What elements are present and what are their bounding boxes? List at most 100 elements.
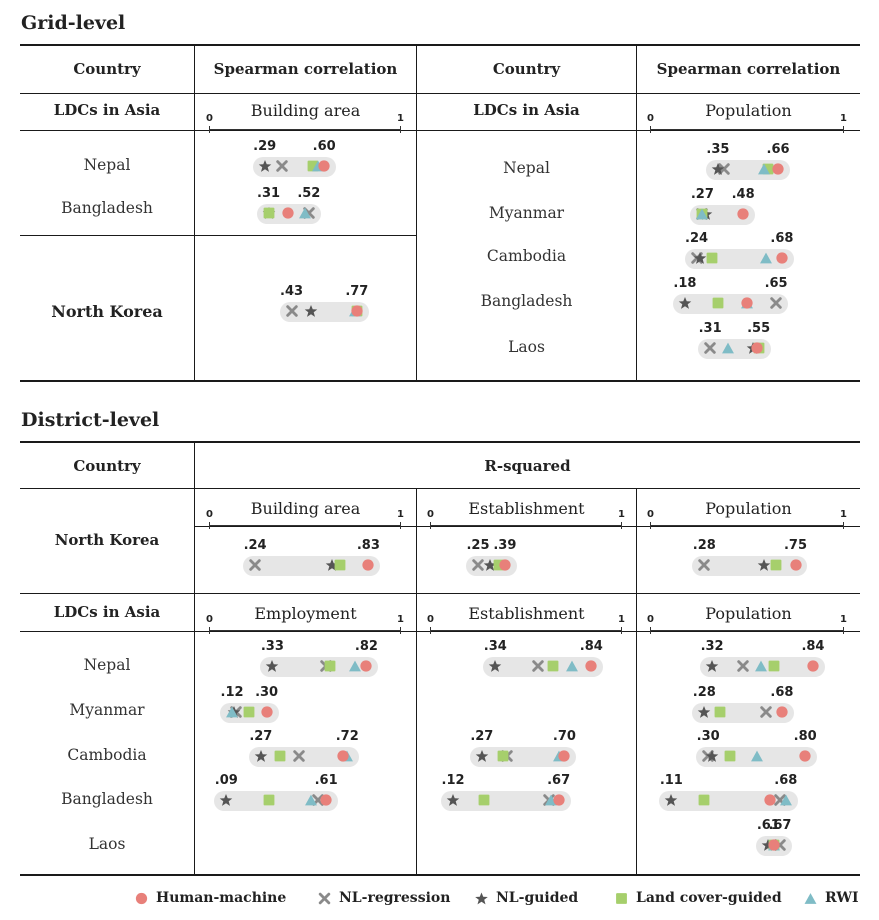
grid-north-korea-human-machine-marker xyxy=(350,303,363,322)
district-nk-col2-max-label: .39 xyxy=(493,538,517,553)
grid-country-header-left: Country xyxy=(73,60,141,78)
grid-left-nk-rule xyxy=(20,235,417,236)
district-cambodia-col1-human-machine-marker xyxy=(337,748,350,767)
district-nepal-col1-land-cover-marker xyxy=(323,658,336,677)
district-myanmar-col3-human-machine-marker xyxy=(775,704,788,723)
district-ldc-metric-2: Establishment xyxy=(468,604,585,623)
district-divider-2 xyxy=(416,489,417,875)
district-cambodia-col2-max-label: .70 xyxy=(552,729,576,744)
grid-ldc-label-right: LDCs in Asia xyxy=(473,101,580,119)
district-bangladesh-col2-nl-guided-marker xyxy=(446,792,460,811)
district-nk-metric-3: Population xyxy=(705,499,792,518)
grid-divider-2 xyxy=(416,45,417,381)
district-myanmar-col1-human-machine-marker xyxy=(260,704,273,723)
district-bangladesh-col3-min-label: .11 xyxy=(659,773,683,788)
grid-left-nepal-min-label: .29 xyxy=(253,139,277,154)
district-ldc-metric-1: Employment xyxy=(254,604,357,623)
district-myanmar-col1-rwi-marker xyxy=(226,704,239,723)
grid-left-bangladesh-max-label: .52 xyxy=(297,186,321,201)
district-ldc-scale-rule xyxy=(20,631,860,632)
district-bangladesh-col1-max-label: .61 xyxy=(314,773,338,788)
district-header-rule xyxy=(20,488,860,489)
district-ldc-metric-3: Population xyxy=(705,604,792,623)
grid-ldc-rule xyxy=(20,130,860,131)
district-bangladesh-col1-range-pill xyxy=(214,791,339,811)
grid-left-bangladesh-min-label: .31 xyxy=(257,186,281,201)
district-bangladesh-col2-max-label: .67 xyxy=(547,773,571,788)
district-cambodia-col3-nl-guided-marker xyxy=(705,748,719,767)
grid-left-nepal-max-label: .60 xyxy=(312,139,336,154)
district-bangladesh-col1-human-machine-marker xyxy=(320,792,333,811)
grid-right-cambodia-max-label: .68 xyxy=(770,231,794,246)
legend-label: NL-regression xyxy=(339,890,451,906)
grid-right-cambodia-nl-guided-marker xyxy=(694,250,707,269)
district-top-rule xyxy=(20,441,860,443)
district-cambodia-col3-max-label: .80 xyxy=(793,729,817,744)
grid-right-nepal-min-label: .35 xyxy=(706,142,730,157)
district-rsq-header: R-squared xyxy=(484,457,571,475)
grid-ldc-label-left: LDCs in Asia xyxy=(53,101,161,119)
district-north-korea-label: North Korea xyxy=(54,531,160,549)
grid-north-korea-label: North Korea xyxy=(51,302,163,321)
district-bangladesh-col1-min-label: .09 xyxy=(214,773,238,788)
district-bangladesh-col2-range-pill xyxy=(441,791,571,811)
district-ldc-label: LDCs in Asia xyxy=(53,603,161,621)
district-myanmar-col1-land-cover-marker xyxy=(243,704,256,723)
district-cambodia-col1-max-label: .72 xyxy=(335,729,359,744)
grid-right-metric: Population xyxy=(705,101,792,120)
legend-label: RWI xyxy=(825,890,859,906)
district-nepal-col3-rwi-marker xyxy=(754,658,767,677)
grid-north-korea-nl-guided-marker xyxy=(304,303,318,322)
grid-right-nepal-rwi-marker xyxy=(758,161,771,180)
legend-item-land-cover: Land cover-guided xyxy=(615,890,782,906)
district-bottom-rule xyxy=(20,874,860,876)
district-bangladesh-col1-nl-guided-marker xyxy=(219,792,233,811)
district-nk-col3-min-label: .28 xyxy=(692,538,716,553)
grid-north-korea-range-pill xyxy=(279,302,369,322)
district-bangladesh-col2-land-cover-marker xyxy=(477,792,490,811)
district-bangladesh-col3-max-label: .68 xyxy=(774,773,798,788)
district-laos-col3-max-label: .67 xyxy=(768,818,792,833)
district-nepal-col2-max-label: .84 xyxy=(579,639,603,654)
district-nk-col1-human-machine-marker xyxy=(362,557,375,576)
district-laos-col3-min-label: .61 xyxy=(756,818,780,833)
district-nk-col1-min-label: .24 xyxy=(243,538,267,553)
district-nepal-col3-nl-guided-marker xyxy=(705,658,719,677)
district-bangladesh-col1-rwi-marker xyxy=(304,792,317,811)
district-cambodia-col1-land-cover-marker xyxy=(274,748,287,767)
grid-left-country-nepal: Nepal xyxy=(83,156,131,174)
district-myanmar-col3-nl-regression-marker xyxy=(760,704,773,723)
district-myanmar-col1-max-label: .30 xyxy=(255,685,279,700)
grid-right-cambodia-land-cover-marker xyxy=(706,250,719,269)
district-nk-col2-min-label: .25 xyxy=(466,538,490,553)
grid-right-bangladesh-nl-guided-marker xyxy=(678,295,692,314)
district-nk-col3-human-machine-marker xyxy=(789,557,802,576)
district-nk-col2-nl-regression-marker xyxy=(472,557,485,576)
district-nepal-col3-land-cover-marker xyxy=(768,658,781,677)
grid-right-country-cambodia: Cambodia xyxy=(486,247,567,265)
legend-label: NL-guided xyxy=(496,890,579,906)
district-cambodia-col1-nl-guided-marker xyxy=(254,748,268,767)
district-nepal-col2-rwi-marker xyxy=(566,658,579,677)
district-nk-col1-max-label: .83 xyxy=(356,538,380,553)
district-myanmar-col3-max-label: .68 xyxy=(770,685,794,700)
district-bangladesh-col1-land-cover-marker xyxy=(262,792,275,811)
district-cambodia-col1-min-label: .27 xyxy=(249,729,273,744)
district-nk-col1-range-pill xyxy=(243,556,381,576)
grid-right-bangladesh-max-label: .65 xyxy=(764,276,788,291)
legend-label: Land cover-guided xyxy=(636,890,782,906)
grid-level-title: Grid-level xyxy=(21,12,126,34)
grid-left-metric: Building area xyxy=(250,101,361,120)
district-nepal-col2-human-machine-marker xyxy=(585,658,598,677)
grid-left-nepal-nl-guided-marker xyxy=(258,158,271,177)
district-bangladesh-col3-rwi-marker xyxy=(779,792,792,811)
district-cambodia-col2-human-machine-marker xyxy=(558,748,571,767)
district-level-title: District-level xyxy=(21,409,160,431)
district-cambodia-col2-min-label: .27 xyxy=(470,729,494,744)
grid-left-bangladesh-human-machine-marker xyxy=(281,205,294,224)
grid-right-nepal-human-machine-marker xyxy=(772,161,785,180)
grid-right-bangladesh-land-cover-marker xyxy=(711,295,724,314)
